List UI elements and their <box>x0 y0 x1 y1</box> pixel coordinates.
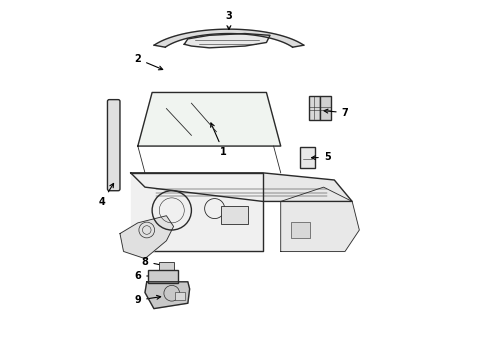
FancyBboxPatch shape <box>221 206 247 224</box>
Text: 9: 9 <box>134 295 161 305</box>
Text: 2: 2 <box>134 54 163 70</box>
Polygon shape <box>184 33 270 48</box>
Polygon shape <box>154 29 304 47</box>
FancyBboxPatch shape <box>148 270 178 283</box>
Polygon shape <box>131 173 352 202</box>
FancyBboxPatch shape <box>309 96 319 120</box>
Text: 7: 7 <box>324 108 348 118</box>
FancyBboxPatch shape <box>319 96 331 120</box>
Text: 4: 4 <box>99 184 114 207</box>
FancyBboxPatch shape <box>300 147 316 168</box>
Text: 6: 6 <box>134 271 161 281</box>
Text: 1: 1 <box>211 123 227 157</box>
FancyBboxPatch shape <box>175 292 185 300</box>
Text: 3: 3 <box>225 11 232 30</box>
Polygon shape <box>138 93 281 146</box>
Polygon shape <box>120 216 173 258</box>
Polygon shape <box>281 187 359 251</box>
Polygon shape <box>131 173 263 251</box>
FancyBboxPatch shape <box>159 262 174 270</box>
Text: 8: 8 <box>142 257 166 267</box>
FancyBboxPatch shape <box>107 100 120 191</box>
FancyBboxPatch shape <box>291 222 310 238</box>
Polygon shape <box>145 282 190 309</box>
Text: 5: 5 <box>312 152 331 162</box>
